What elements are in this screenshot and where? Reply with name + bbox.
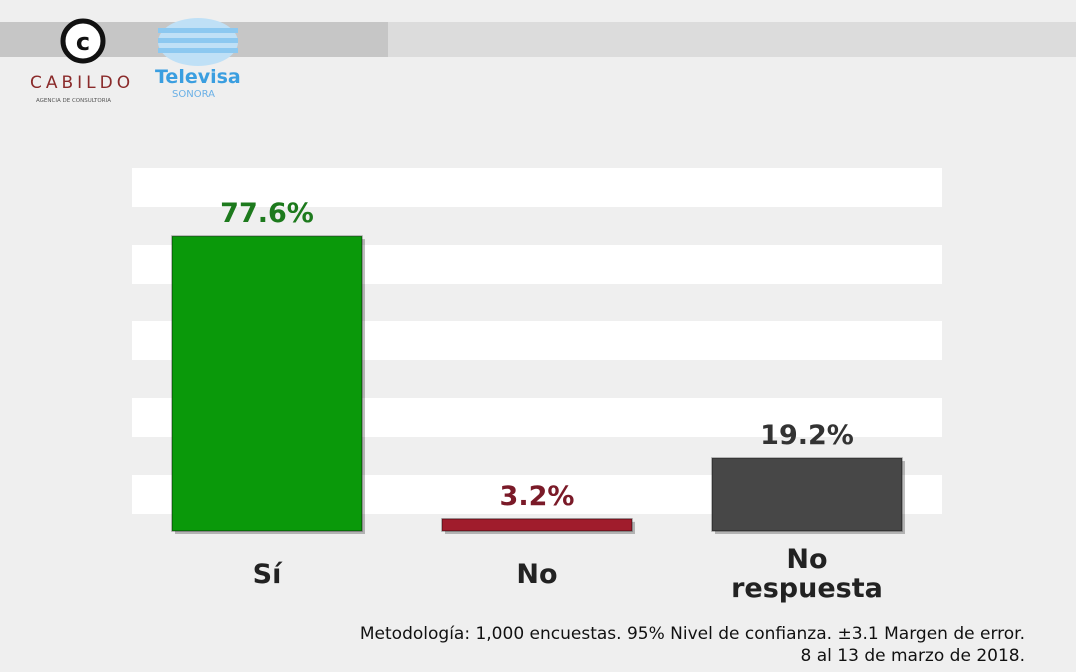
footnote: Metodología: 1,000 encuestas. 95% Nivel … (359, 624, 1025, 644)
value-label: 3.2% (500, 481, 575, 512)
partner-logo (158, 18, 238, 66)
category-label: No (516, 558, 558, 590)
category-label: No respuesta (731, 544, 883, 604)
category-label: Sí (252, 558, 282, 590)
brand-tagline: AGENCIA DE CONSULTORIA (36, 98, 111, 104)
footnote: 8 al 13 de marzo de 2018. (800, 646, 1025, 666)
value-label: 19.2% (760, 420, 854, 451)
bar (711, 457, 903, 532)
bar (171, 235, 363, 532)
partner-name: Televisa (155, 66, 241, 88)
brand-name: CABILDO (30, 73, 134, 93)
brand-logo-mark: c (76, 28, 90, 56)
brand-logo (60, 18, 106, 64)
value-label: 77.6% (220, 198, 314, 229)
partner-tagline: SONORA (172, 89, 215, 100)
header-bar (388, 22, 1076, 57)
bar (441, 518, 633, 532)
